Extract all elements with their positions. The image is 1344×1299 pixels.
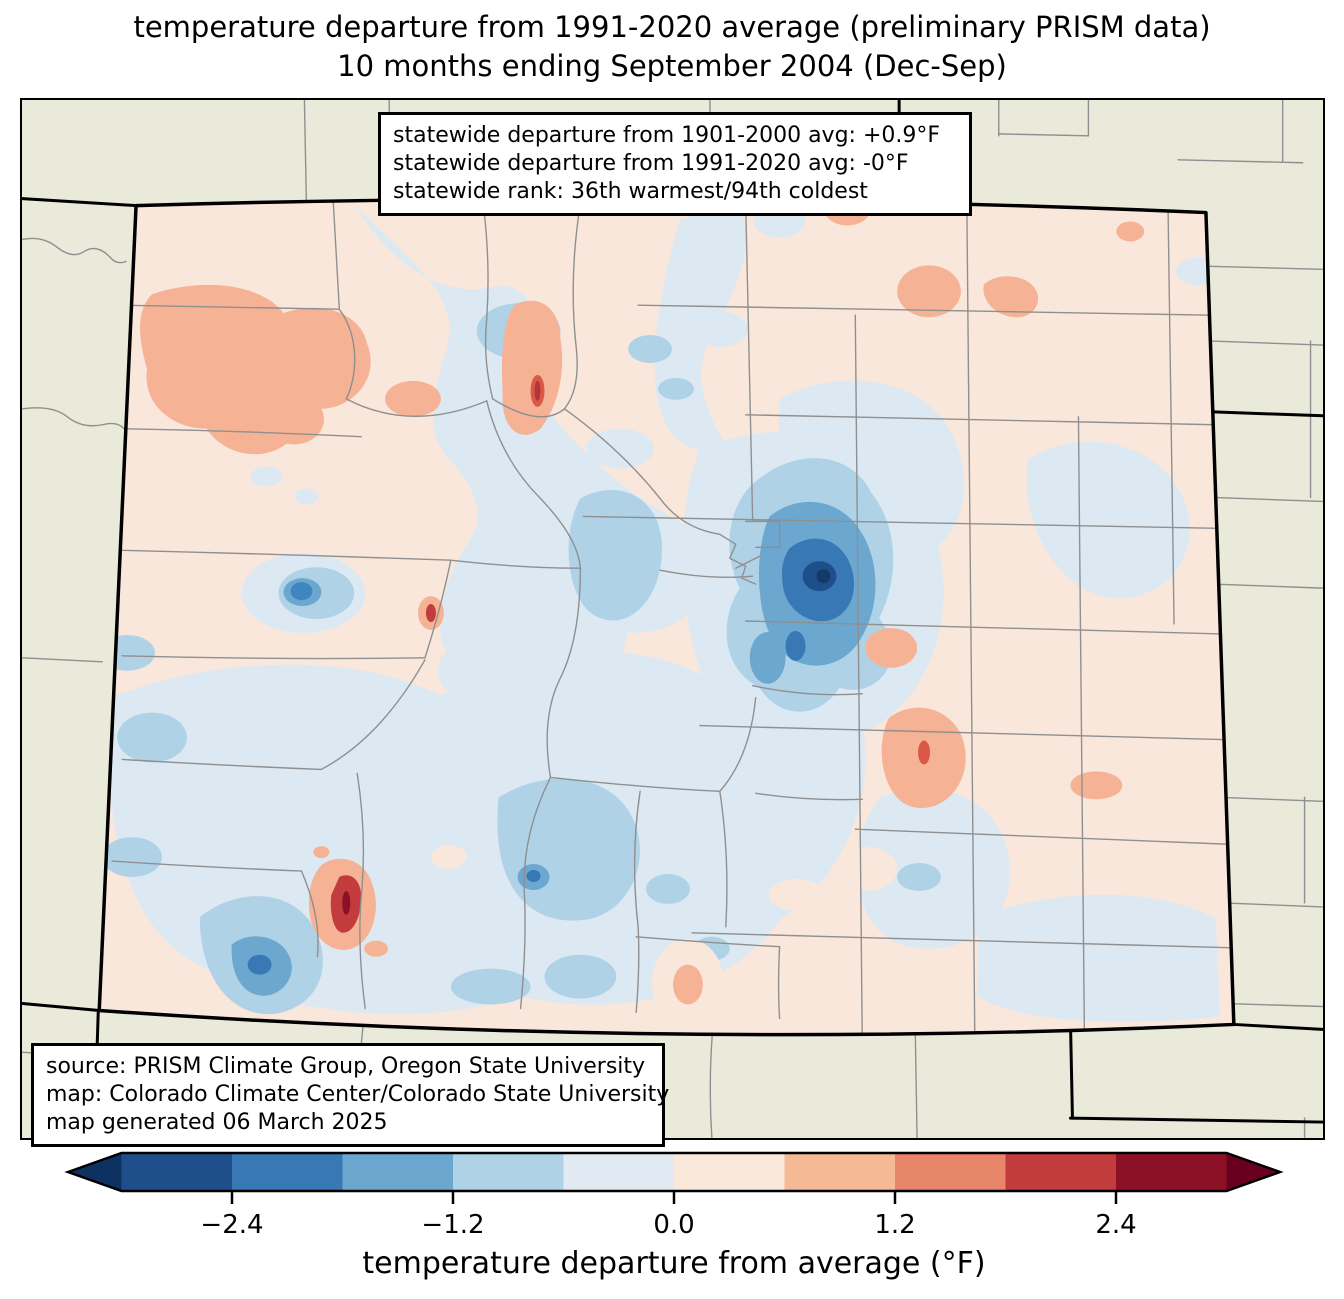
colorbar-tick-label: 0.0 (653, 1210, 694, 1240)
source-line-2: map: Colorado Climate Center/Colorado St… (46, 1082, 670, 1108)
colorbar-over-arrow (1226, 1153, 1280, 1191)
colorbar-segment (563, 1153, 675, 1191)
colorbar-segment (453, 1153, 565, 1191)
colorbar-tick-label: −1.2 (421, 1210, 484, 1240)
colorbar-segment (232, 1153, 344, 1191)
colorbar-segment (895, 1153, 1007, 1191)
colorbar-segment (121, 1153, 233, 1191)
stats-line-2: statewide departure from 1991-2020 avg: … (393, 151, 909, 177)
chart-title: temperature departure from 1991-2020 ave… (0, 8, 1344, 86)
colorado-county-lines (111, 199, 1230, 1035)
title-line-1: temperature departure from 1991-2020 ave… (133, 10, 1211, 44)
source-box: source: PRISM Climate Group, Oregon Stat… (31, 1043, 670, 1148)
colorbar-segment (674, 1153, 786, 1191)
map-frame (20, 98, 1325, 1140)
colorbar-tick-label: 2.4 (1095, 1210, 1136, 1240)
colorado-map (22, 100, 1323, 1138)
colorbar-outline (64, 1151, 1284, 1193)
colorbar-under-arrow (68, 1153, 122, 1191)
stats-line-3: statewide rank: 36th warmest/94th coldes… (393, 179, 868, 205)
source-line-1: source: PRISM Climate Group, Oregon Stat… (46, 1054, 646, 1079)
colorbar-tick-label: −2.4 (200, 1210, 263, 1240)
colorbar-svg: −2.4 −1.2 0.0 1.2 2.4 temperature departure f… (64, 1151, 1284, 1281)
stats-box: statewide departure from 1901-2000 avg: … (378, 112, 972, 217)
colorbar-tick-label: 1.2 (874, 1210, 915, 1240)
colorbar-segment (1005, 1153, 1117, 1191)
colorbar-segment (784, 1153, 896, 1191)
colorbar-axis-label: temperature departure from average (°F) (362, 1246, 985, 1281)
title-line-2: 10 months ending September 2004 (Dec-Sep… (337, 49, 1007, 84)
colorbar-segment (342, 1153, 454, 1191)
colorbar: −2.4 −1.2 0.0 1.2 2.4 temperature departure f… (20, 1145, 1325, 1299)
stats-line-1: statewide departure from 1901-2000 avg: … (393, 123, 941, 148)
source-line-3: map generated 06 March 2025 (46, 1110, 388, 1136)
contour-field (99, 199, 1230, 1035)
colorbar-segment (1116, 1153, 1228, 1191)
